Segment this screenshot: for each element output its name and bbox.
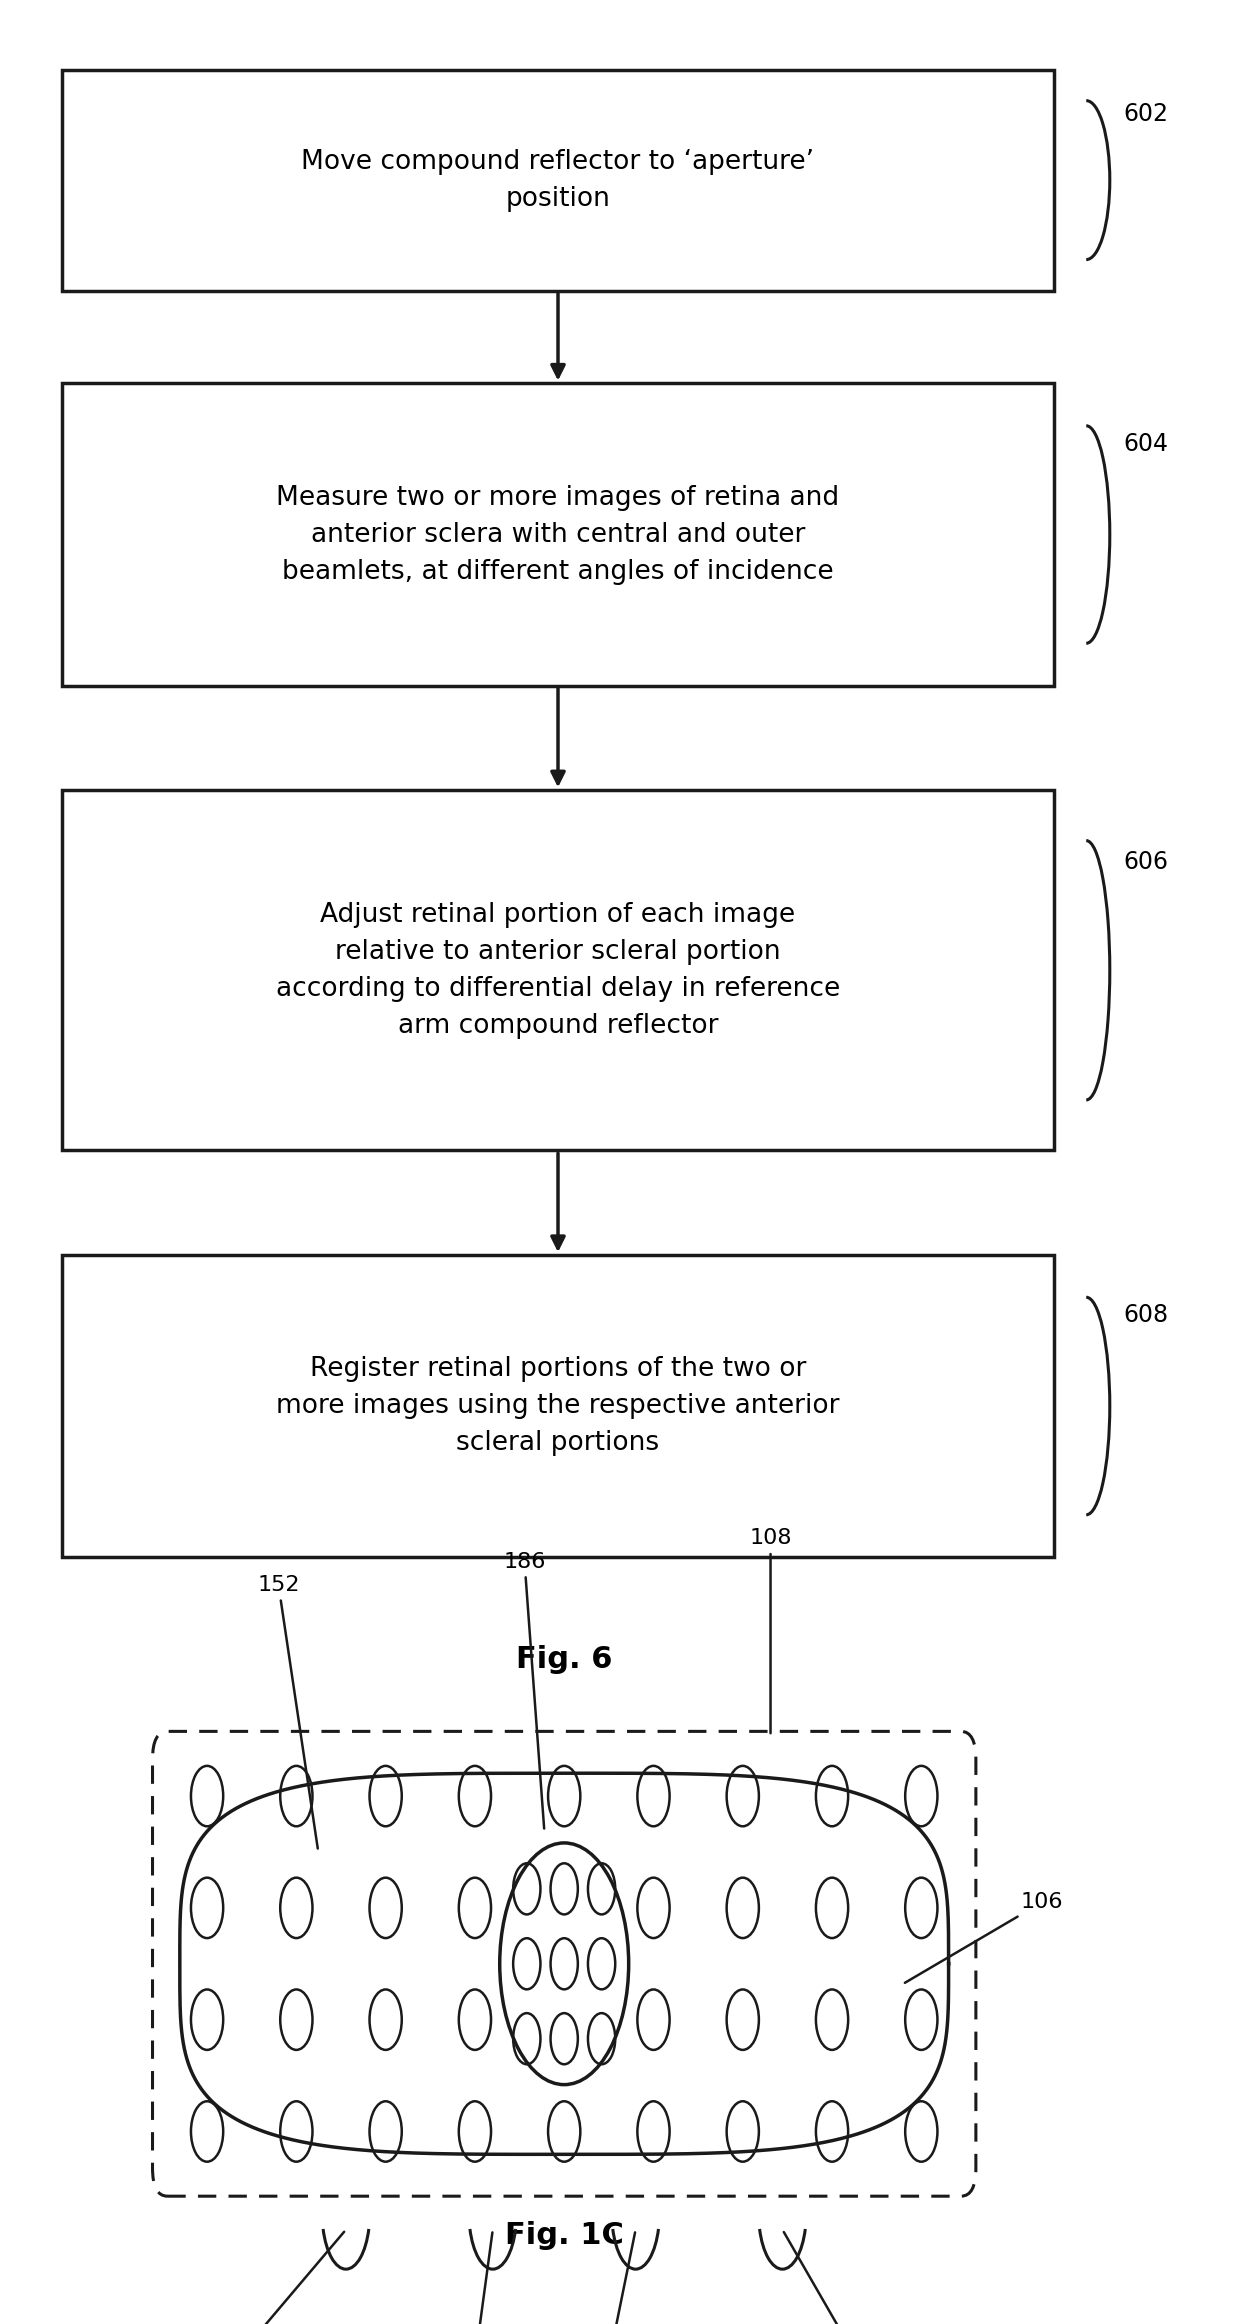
Text: 608: 608 bbox=[1123, 1304, 1168, 1327]
Text: 184: 184 bbox=[456, 2233, 498, 2324]
Text: 152: 152 bbox=[257, 1576, 317, 1848]
Text: 106: 106 bbox=[905, 1892, 1063, 1982]
FancyBboxPatch shape bbox=[62, 383, 1054, 686]
Text: Register retinal portions of the two or
more images using the respective anterio: Register retinal portions of the two or … bbox=[277, 1355, 839, 1457]
FancyBboxPatch shape bbox=[62, 1255, 1054, 1557]
Text: Measure two or more images of retina and
anterior sclera with central and outer
: Measure two or more images of retina and… bbox=[277, 483, 839, 586]
Text: 602: 602 bbox=[1123, 102, 1168, 125]
Text: 191: 191 bbox=[590, 2233, 635, 2324]
Text: Adjust retinal portion of each image
relative to anterior scleral portion
accord: Adjust retinal portion of each image rel… bbox=[275, 902, 841, 1039]
Text: 188: 188 bbox=[784, 2231, 870, 2324]
Text: Move compound reflector to ‘aperture’
position: Move compound reflector to ‘aperture’ po… bbox=[301, 149, 815, 211]
Text: 606: 606 bbox=[1123, 851, 1168, 874]
Text: 188: 188 bbox=[226, 2231, 345, 2324]
FancyBboxPatch shape bbox=[62, 790, 1054, 1150]
Text: 108: 108 bbox=[749, 1529, 792, 1734]
FancyBboxPatch shape bbox=[62, 70, 1054, 290]
Text: Fig. 6: Fig. 6 bbox=[516, 1645, 613, 1673]
Text: 604: 604 bbox=[1123, 432, 1168, 456]
Text: Fig. 1C: Fig. 1C bbox=[505, 2222, 624, 2250]
Text: 186: 186 bbox=[503, 1552, 546, 1829]
